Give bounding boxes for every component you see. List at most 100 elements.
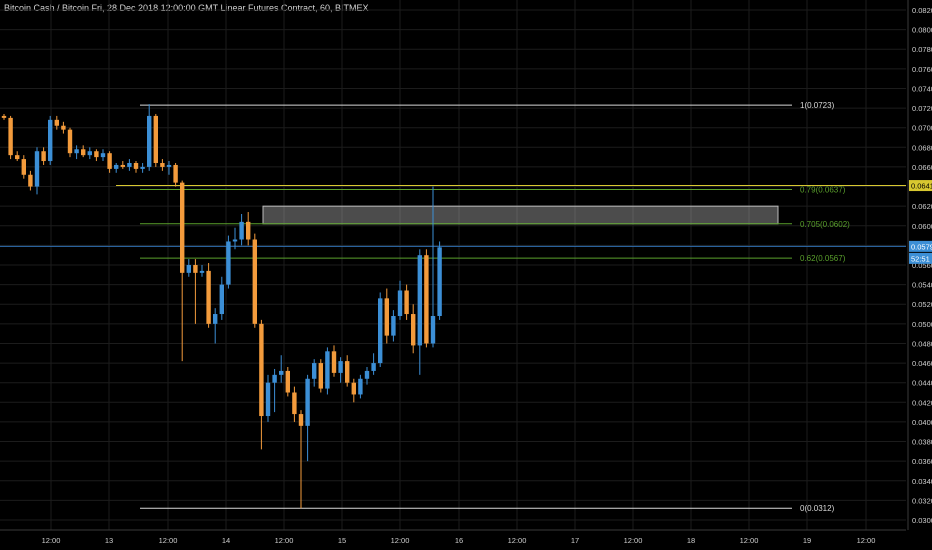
x-tick-label: 12:00 (624, 536, 643, 545)
candle-body (325, 351, 330, 389)
candle-body (120, 164, 125, 167)
candle-body (67, 129, 73, 154)
y-tick-label: 0.0300 (912, 516, 932, 525)
candle-body (87, 151, 92, 156)
candle-body (411, 314, 416, 346)
candle-body (272, 374, 277, 383)
candle-body (430, 316, 436, 344)
candle-body (259, 323, 264, 417)
candle-body (219, 284, 224, 315)
candle-body (100, 153, 106, 158)
candle-body (41, 151, 46, 162)
candle-body (331, 351, 337, 373)
chart-title: Bitcoin Cash / Bitcoin Fri, 28 Dec 2018 … (4, 3, 369, 13)
candle-body (81, 149, 86, 156)
x-tick-label: 12:00 (275, 536, 294, 545)
candle-body (226, 241, 231, 285)
candle-body (34, 151, 40, 187)
candle-body (371, 363, 376, 371)
candle-body (292, 392, 297, 415)
x-tick-label: 12:00 (857, 536, 876, 545)
x-tick-label: 15 (338, 536, 346, 545)
x-tick-label: 19 (803, 536, 811, 545)
candle-body (312, 363, 317, 379)
x-tick-label: 12:00 (391, 536, 410, 545)
candle-body (186, 265, 191, 273)
candle-body (153, 115, 158, 163)
candle-body (384, 298, 389, 336)
candle-body (74, 149, 79, 154)
candle-body (206, 270, 211, 324)
bar-countdown-label: 52:51 (911, 254, 930, 263)
candle-body (166, 164, 172, 167)
x-tick-label: 18 (687, 536, 695, 545)
candle-body (21, 159, 26, 175)
x-tick-label: 12:00 (159, 536, 178, 545)
candle-body (239, 221, 244, 240)
current-price-label-bg (909, 240, 932, 252)
candle-body (213, 314, 218, 324)
fib-level-label: 0(0.0312) (800, 504, 835, 513)
fib-level-label: 1(0.0723) (800, 101, 835, 110)
current-price-label: 0.0579 (911, 242, 932, 251)
candle-body (252, 239, 257, 324)
resistance-zone (262, 205, 779, 225)
candle-body (28, 174, 33, 187)
candle-body (397, 290, 403, 316)
fib-level-label: 0.79(0.0637) (800, 185, 846, 194)
candle-body (140, 166, 145, 169)
candle-body (345, 361, 350, 383)
x-tick-label: 13 (105, 536, 113, 545)
candle-body (127, 163, 132, 167)
x-tick-label: 16 (455, 536, 463, 545)
candle-body (417, 255, 422, 346)
candle-body (265, 382, 271, 417)
x-tick-label: 12:00 (740, 536, 759, 545)
candle-body (246, 221, 251, 240)
bar-countdown-label-bg (909, 252, 932, 264)
fib-level-label: 0.705(0.0602) (800, 220, 850, 229)
candle-body (94, 151, 99, 158)
candle-body (378, 298, 383, 364)
candle-body (305, 378, 310, 426)
candle-body (437, 247, 442, 316)
candle-body (114, 164, 119, 169)
candle-body (147, 115, 152, 167)
x-tick-label: 17 (571, 536, 579, 545)
x-tick-label: 12:00 (508, 536, 527, 545)
candle-body (338, 361, 343, 373)
candle-body (391, 316, 396, 336)
candle-body (298, 414, 304, 426)
candle-body (318, 363, 323, 389)
candle-body (1, 115, 7, 118)
horizontal-line-price-label: 0.0641 (911, 182, 932, 191)
candle-body (180, 182, 185, 273)
candle-body (61, 125, 66, 130)
candle-body (404, 290, 409, 315)
x-tick-label: 12:00 (42, 536, 61, 545)
candle-body (199, 270, 205, 273)
candle-body (358, 378, 363, 395)
candle-body (133, 163, 139, 169)
candle-body (351, 382, 356, 395)
candle-body (193, 265, 198, 273)
